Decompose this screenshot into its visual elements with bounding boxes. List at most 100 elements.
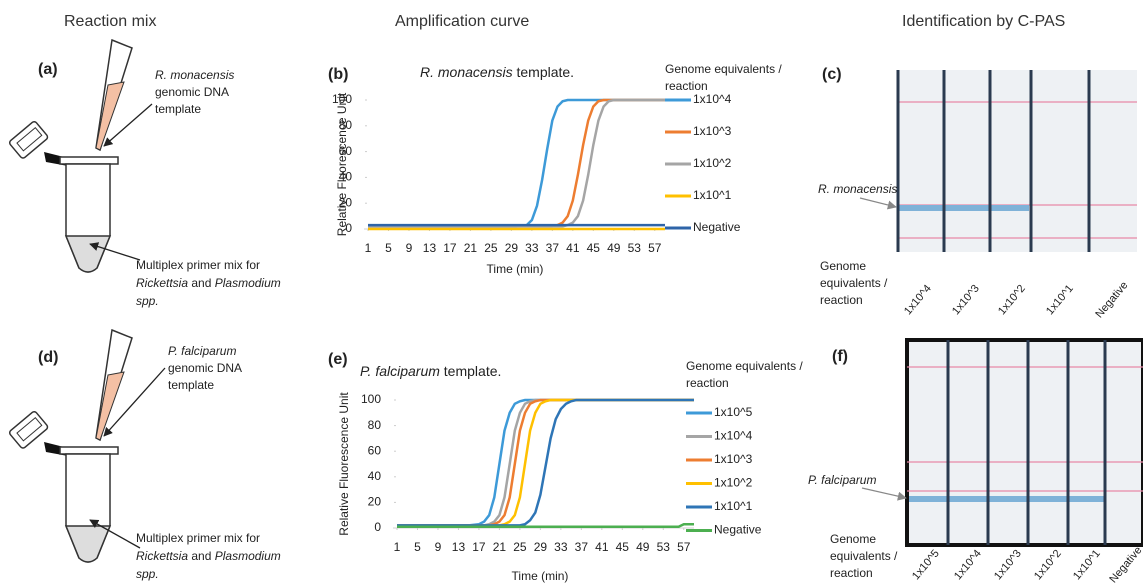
- x-tick-label: 5: [414, 540, 421, 554]
- x-axis-label: Time (min): [487, 262, 544, 276]
- strip-photo: [859, 70, 1137, 252]
- y-tick-label: 40: [368, 469, 382, 483]
- lane-label: 1x10^1: [1071, 548, 1103, 583]
- legend-label: 1x10^2: [693, 156, 732, 170]
- y-tick-label: 80: [368, 418, 382, 432]
- x-tick-label: 41: [595, 540, 609, 554]
- title-text: template.: [444, 363, 502, 379]
- x-tick-label: 37: [546, 241, 560, 255]
- primer-label: spp.: [136, 294, 159, 308]
- legend-label: 1x10^3: [714, 452, 753, 466]
- lane-label: 1x10^2: [1032, 548, 1064, 583]
- title-species: P. falciparum: [360, 363, 440, 379]
- legend-label: 1x10^5: [714, 405, 753, 419]
- template-label: template: [168, 378, 214, 392]
- primer-label: spp.: [136, 567, 159, 581]
- legend-label: 1x10^4: [693, 92, 732, 106]
- panel-label: (a): [38, 61, 58, 78]
- x-tick-label: 5: [385, 241, 392, 255]
- y-axis-label: Relative Fluorescence Unit: [337, 392, 351, 536]
- template-label: template: [155, 102, 201, 116]
- primer-label: Multiplex primer mix for: [136, 258, 260, 272]
- data-line: [397, 398, 694, 527]
- x-tick-label: 37: [575, 540, 589, 554]
- x-tick-label: 9: [406, 241, 413, 255]
- x-axis-label: Time (min): [512, 569, 569, 583]
- legend-title: Genome equivalents /: [686, 359, 803, 373]
- tube-a: [8, 38, 166, 563]
- x-tick-label: 17: [443, 241, 457, 255]
- y-tick-label: 40: [339, 170, 353, 184]
- x-tick-label: 17: [472, 540, 486, 554]
- x-tick-label: 41: [566, 241, 580, 255]
- legend-label: Negative: [693, 220, 741, 234]
- primer-label: Rickettsia and Plasmodium: [136, 276, 281, 290]
- x-tick-label: 45: [616, 540, 630, 554]
- template-label: genomic DNA: [155, 85, 229, 99]
- legend-label: 1x10^3: [693, 124, 732, 138]
- primer-label: Rickettsia and Plasmodium: [136, 549, 281, 563]
- template-label: R. monacensis: [155, 68, 234, 82]
- primer-label: Multiplex primer mix for: [136, 531, 260, 545]
- lane-label: Negative: [1107, 544, 1143, 585]
- x-tick-label: 49: [607, 241, 621, 255]
- x-tick-label: 25: [484, 241, 498, 255]
- lane-label: 1x10^4: [902, 283, 934, 318]
- lane-label: 1x10^3: [992, 548, 1024, 583]
- genome-label: equivalents /: [820, 276, 888, 290]
- panel-label: (b): [328, 66, 348, 83]
- x-tick-label: 29: [534, 540, 548, 554]
- legend-label: 1x10^2: [714, 476, 753, 490]
- species-label: R. monacensis: [818, 182, 897, 196]
- x-tick-label: 29: [505, 241, 519, 255]
- genome-label: equivalents /: [830, 549, 898, 563]
- y-tick-label: 100: [332, 92, 352, 106]
- legend-label: 1x10^4: [714, 429, 753, 443]
- lane-label: 1x10^2: [996, 283, 1028, 318]
- data-line: [368, 98, 665, 228]
- genome-label: Genome: [830, 532, 876, 546]
- y-tick-label: 80: [339, 118, 353, 132]
- x-tick-label: 49: [636, 540, 650, 554]
- x-tick-label: 1: [394, 540, 401, 554]
- species-label: P. falciparum: [808, 473, 876, 487]
- header: Amplification curve: [395, 13, 529, 30]
- legend-label: 1x10^1: [714, 499, 753, 513]
- panel-label: (c): [822, 66, 842, 83]
- y-tick-label: 20: [339, 195, 353, 209]
- panel-label: (e): [328, 351, 348, 368]
- template-label: P. falciparum: [168, 344, 236, 358]
- legend-title: reaction: [686, 376, 729, 390]
- x-tick-label: 9: [435, 540, 442, 554]
- x-tick-label: 33: [525, 241, 539, 255]
- title-species: R. monacensis: [420, 64, 513, 80]
- x-tick-label: 53: [628, 241, 642, 255]
- legend-title: Genome equivalents /: [665, 62, 782, 76]
- y-tick-label: 60: [368, 443, 382, 457]
- x-tick-label: 57: [677, 540, 691, 554]
- genome-label: reaction: [820, 293, 863, 307]
- template-label: genomic DNA: [168, 361, 242, 375]
- legend-title: reaction: [665, 79, 708, 93]
- header: Reaction mix: [64, 13, 156, 30]
- x-tick-label: 33: [554, 540, 568, 554]
- y-tick-label: 20: [368, 495, 382, 509]
- data-line: [397, 522, 694, 528]
- panel-label: (d): [38, 349, 58, 366]
- x-tick-label: 57: [648, 241, 662, 255]
- legend-label: 1x10^1: [693, 188, 732, 202]
- x-tick-label: 21: [464, 241, 478, 255]
- data-line: [368, 98, 665, 228]
- x-tick-label: 25: [513, 540, 527, 554]
- panel-label: (f): [832, 348, 848, 365]
- y-tick-label: 0: [345, 221, 352, 235]
- x-tick-label: 21: [493, 540, 507, 554]
- lane-label: Negative: [1093, 279, 1130, 320]
- x-tick-label: 13: [452, 540, 466, 554]
- data-line: [368, 98, 665, 228]
- y-tick-label: 100: [361, 392, 381, 406]
- header: Identification by C-PAS: [902, 13, 1065, 30]
- lane-label: 1x10^3: [950, 283, 982, 318]
- genome-label: Genome: [820, 259, 866, 273]
